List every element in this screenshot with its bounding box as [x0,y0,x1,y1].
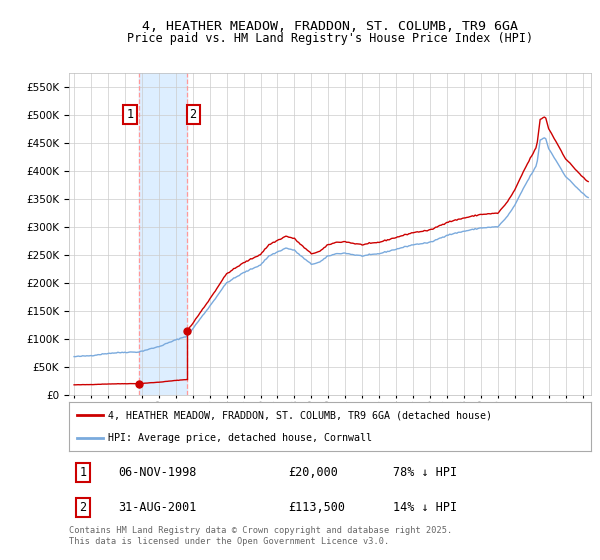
Text: HPI: Average price, detached house, Cornwall: HPI: Average price, detached house, Corn… [108,433,372,444]
Bar [139,73,187,395]
Text: 1: 1 [79,466,86,479]
Text: 2: 2 [79,501,86,514]
Text: 31-AUG-2001: 31-AUG-2001 [119,501,197,514]
Text: £113,500: £113,500 [288,501,345,514]
Text: 78% ↓ HPI: 78% ↓ HPI [392,466,457,479]
Text: 06-NOV-1998: 06-NOV-1998 [119,466,197,479]
Text: £20,000: £20,000 [288,466,338,479]
Text: 4, HEATHER MEADOW, FRADDON, ST. COLUMB, TR9 6GA (detached house): 4, HEATHER MEADOW, FRADDON, ST. COLUMB, … [108,410,492,421]
Text: 14% ↓ HPI: 14% ↓ HPI [392,501,457,514]
Text: 4, HEATHER MEADOW, FRADDON, ST. COLUMB, TR9 6GA: 4, HEATHER MEADOW, FRADDON, ST. COLUMB, … [142,20,518,32]
Text: Contains HM Land Registry data © Crown copyright and database right 2025.
This d: Contains HM Land Registry data © Crown c… [69,526,452,546]
Text: 2: 2 [190,108,197,122]
Text: 1: 1 [127,108,134,122]
Text: Price paid vs. HM Land Registry's House Price Index (HPI): Price paid vs. HM Land Registry's House … [127,32,533,45]
